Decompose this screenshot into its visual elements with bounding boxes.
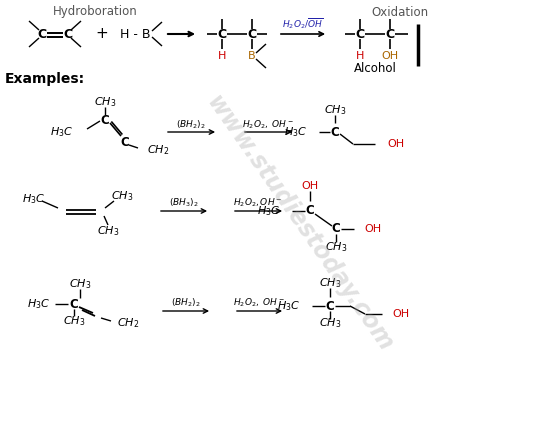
- Text: C: C: [37, 27, 47, 40]
- Text: $CH_3$: $CH_3$: [319, 276, 341, 290]
- Text: $H_2O_2/\overline{OH}$: $H_2O_2/\overline{OH}$: [282, 16, 324, 31]
- Text: Hydroboration: Hydroboration: [52, 6, 138, 19]
- Text: $H_3C$: $H_3C$: [257, 204, 280, 218]
- Text: $CH_3$: $CH_3$: [111, 189, 133, 203]
- Text: OH: OH: [392, 309, 409, 319]
- Text: $H_3C$: $H_3C$: [50, 125, 73, 139]
- Text: C: C: [63, 27, 72, 40]
- Text: $CH_3$: $CH_3$: [94, 95, 116, 109]
- Text: OH: OH: [301, 181, 319, 191]
- Text: $(BH_3)_2$: $(BH_3)_2$: [169, 197, 199, 209]
- Text: C: C: [331, 223, 340, 236]
- Text: C: C: [331, 125, 339, 138]
- Text: $H_2O_2,\ OH^-$: $H_2O_2,\ OH^-$: [233, 297, 285, 309]
- Text: OH: OH: [364, 224, 381, 234]
- Text: $CH_3$: $CH_3$: [324, 103, 346, 117]
- Text: $H_3C$: $H_3C$: [284, 125, 307, 139]
- Text: OH: OH: [382, 51, 399, 61]
- Text: C: C: [355, 27, 365, 40]
- Text: $H_3C$: $H_3C$: [22, 192, 45, 206]
- Text: H - B: H - B: [120, 27, 150, 40]
- Text: $H_2O_2,OH^-$: $H_2O_2,OH^-$: [233, 197, 283, 209]
- Text: H: H: [218, 51, 226, 61]
- Text: C: C: [70, 297, 79, 310]
- Text: +: +: [96, 26, 109, 42]
- Text: $CH_3$: $CH_3$: [97, 224, 119, 238]
- Text: $(BH_2)_2$: $(BH_2)_2$: [171, 297, 201, 309]
- Text: H: H: [356, 51, 364, 61]
- Text: C: C: [326, 299, 334, 312]
- Text: C: C: [385, 27, 394, 40]
- Text: $H_3C$: $H_3C$: [27, 297, 50, 311]
- Text: OH: OH: [387, 139, 404, 149]
- Text: C: C: [247, 27, 257, 40]
- Text: $CH_2$: $CH_2$: [117, 316, 139, 330]
- Text: Examples:: Examples:: [5, 72, 85, 86]
- Text: B: B: [248, 51, 256, 61]
- Text: C: C: [121, 135, 129, 148]
- Text: Alcohol: Alcohol: [354, 62, 397, 76]
- Text: $CH_3$: $CH_3$: [319, 316, 341, 330]
- Text: C: C: [306, 204, 314, 217]
- Text: Oxidation: Oxidation: [372, 6, 428, 19]
- Text: www.studiestoday.com: www.studiestoday.com: [202, 91, 398, 357]
- Text: $(BH_2)_2$: $(BH_2)_2$: [176, 119, 206, 131]
- Text: C: C: [101, 114, 109, 126]
- Text: $H_2O_2,\ OH^-$: $H_2O_2,\ OH^-$: [242, 119, 294, 131]
- Text: $CH_3$: $CH_3$: [63, 314, 85, 328]
- Text: $CH_3$: $CH_3$: [325, 240, 347, 254]
- Text: $CH_3$: $CH_3$: [69, 277, 91, 291]
- Text: C: C: [217, 27, 227, 40]
- Text: $H_3C$: $H_3C$: [277, 299, 300, 313]
- Text: $CH_2$: $CH_2$: [147, 143, 169, 157]
